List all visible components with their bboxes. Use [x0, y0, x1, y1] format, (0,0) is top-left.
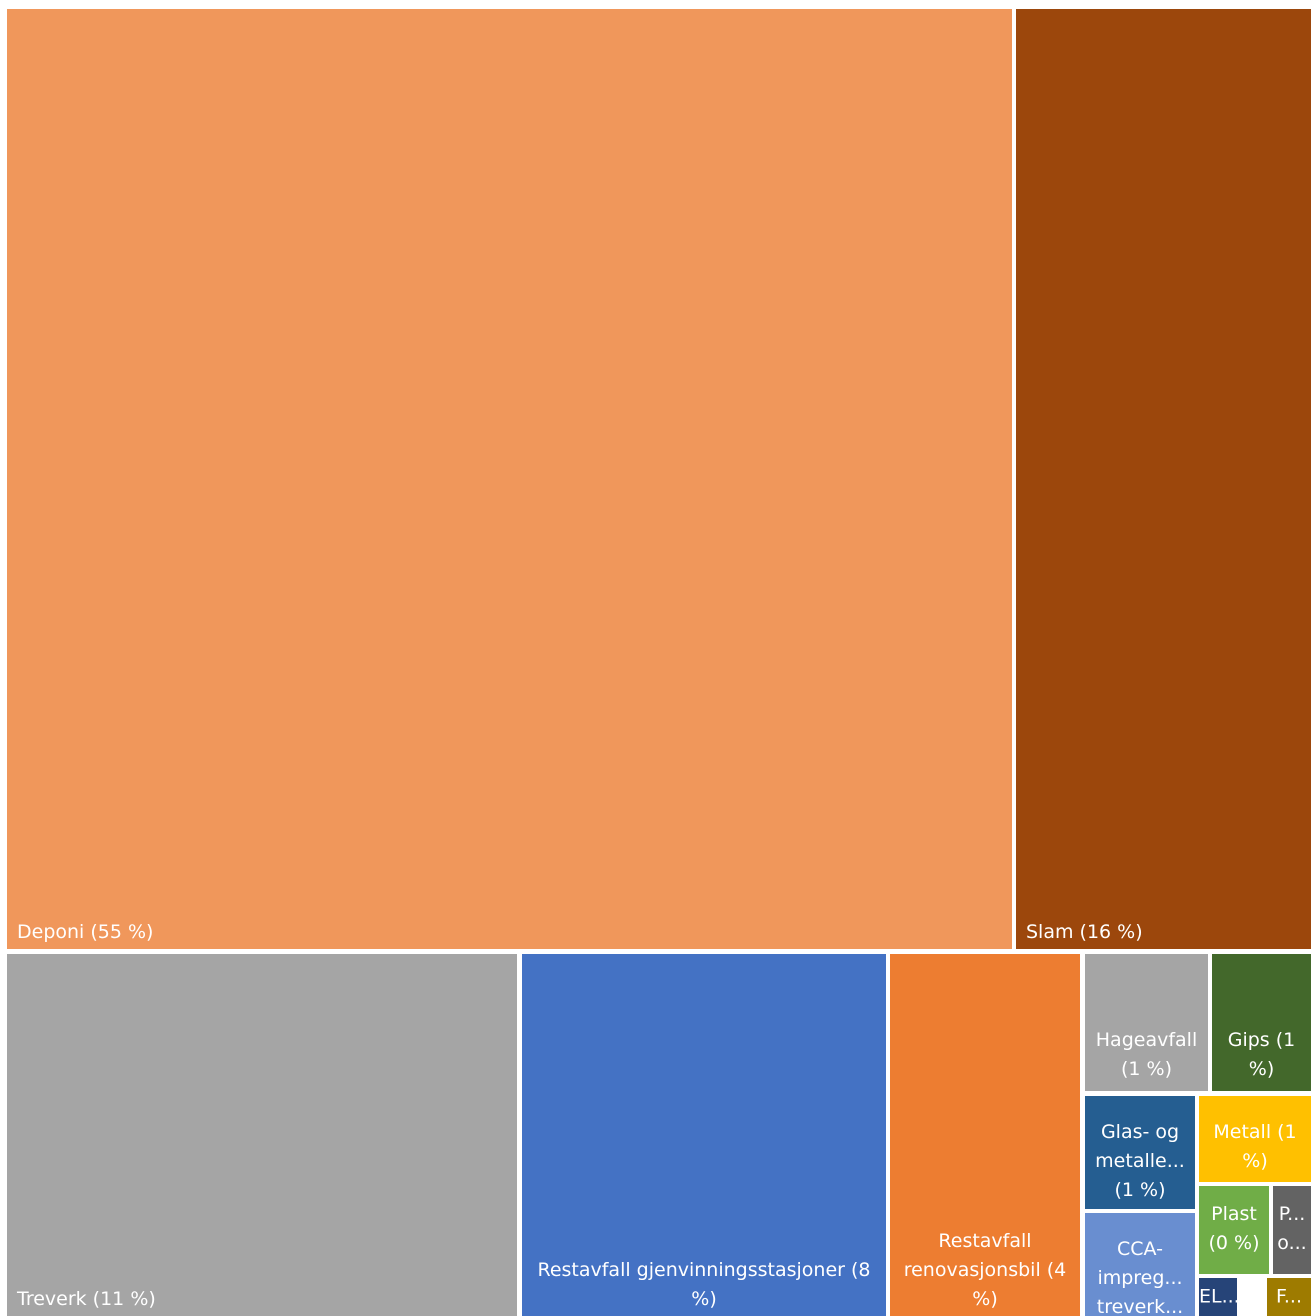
tile-f: F... [1267, 1278, 1311, 1316]
tile-label-cca-impregnert-treverk: CCA- impreg... treverk... [1096, 1238, 1184, 1316]
tile-cca-impregnert-treverk: CCA- impreg... treverk... [1085, 1213, 1195, 1316]
tile-hageavfall: Hageavfall (1 %) [1085, 954, 1208, 1091]
tile-glas-og-metallemballasje: Glas- og metalle... (1 %) [1085, 1096, 1195, 1209]
tile-p-o: P... o... [1273, 1186, 1311, 1274]
tile-deponi: Deponi (55 %) [7, 9, 1012, 949]
tile-label-glas-og-metallemballasje: Glas- og metalle... (1 %) [1095, 1121, 1185, 1201]
tile-el: EL... [1199, 1278, 1237, 1316]
tile-label-f: F... [1276, 1285, 1302, 1308]
tile-label-restavfall-renovasjonsbil: Restavfall renovasjonsbil (4 %) [903, 1230, 1067, 1310]
tile-slam: Slam (16 %) [1016, 9, 1311, 949]
tile-label-p-o: P... o... [1277, 1203, 1307, 1254]
tile-restavfall-renovasjonsbil: Restavfall renovasjonsbil (4 %) [890, 954, 1080, 1316]
tile-label-hageavfall: Hageavfall (1 %) [1095, 1029, 1198, 1080]
tile-label-slam: Slam (16 %) [1026, 921, 1143, 943]
tile-restavfall-gjenvinningsstasjoner: Restavfall gjenvinningsstasjoner (8 %) [522, 954, 886, 1316]
tile-label-plast: Plast (0 %) [1208, 1203, 1260, 1254]
tile-label-metall: Metall (1 %) [1213, 1121, 1297, 1172]
tile-label-restavfall-gjenvinningsstasjoner: Restavfall gjenvinningsstasjoner (8 %) [537, 1259, 871, 1310]
tile-metall: Metall (1 %) [1199, 1096, 1311, 1182]
tile-plast: Plast (0 %) [1199, 1186, 1269, 1274]
tile-label-el: EL... [1199, 1285, 1237, 1308]
tile-label-gips: Gips (1 %) [1227, 1029, 1296, 1080]
tile-label-deponi: Deponi (55 %) [17, 921, 154, 943]
tile-treverk: Treverk (11 %) [7, 954, 517, 1316]
tile-gips: Gips (1 %) [1212, 954, 1311, 1091]
tile-label-treverk: Treverk (11 %) [17, 1288, 156, 1310]
